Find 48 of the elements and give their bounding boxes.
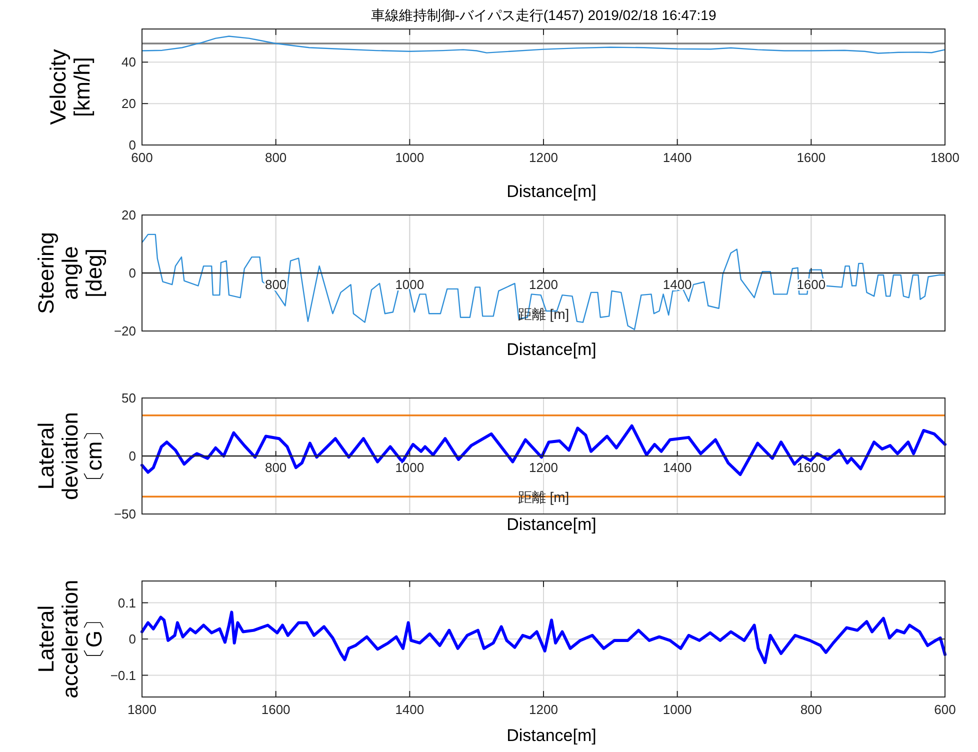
x-tick-label: 1000 (395, 150, 424, 165)
x-tick-label: 800 (264, 150, 287, 165)
x-tick-label: 1600 (796, 460, 826, 475)
y-axis-title: Steering angle [deg] (34, 232, 106, 314)
x-tick-label: 1800 (930, 150, 960, 165)
x-axis-title: Distance[m] (506, 340, 596, 359)
x-tick-label: 1200 (529, 150, 558, 165)
y-tick-label: −0.1 (110, 668, 136, 683)
x-tick-label: 800 (800, 702, 822, 717)
y-tick-label: 20 (122, 208, 136, 222)
y-tick-label: 0 (128, 266, 136, 280)
line-series (140, 610, 946, 664)
x-tick-label: 800 (264, 460, 287, 475)
line-series (141, 36, 946, 54)
y-tick-label: 20 (122, 96, 136, 112)
y-tick-label: 50 (122, 390, 136, 406)
x-tick-label: 600 (934, 702, 956, 717)
x-axis-title: Distance[m] (506, 182, 596, 201)
y-axis-title: Velocity [km/h] (46, 49, 94, 125)
x-tick-label: 600 (131, 150, 153, 165)
chart-title: 車線維持制御-バイパス走行(1457) 2019/02/18 16:47:19 (370, 7, 716, 23)
y-tick-label: 40 (122, 54, 136, 70)
x-axis-title: Distance[m] (506, 726, 596, 745)
y-axis-title: Lateral deviation 〔cm〕 (34, 412, 106, 500)
x-tick-label: 1600 (796, 150, 826, 165)
x-tick-label: 1000 (395, 460, 424, 475)
x-tick-label: 1600 (261, 702, 290, 717)
y-axis-title: Lateral acceleration 〔G〕 (34, 580, 106, 698)
y-tick-label: 0.1 (118, 595, 136, 610)
y-tick-label: 0 (128, 448, 136, 464)
x-tick-label: 1000 (662, 702, 692, 717)
x-tick-label: 1400 (662, 277, 692, 292)
y-tick-label: 0 (128, 632, 136, 646)
x-axis-title: Distance[m] (506, 515, 596, 534)
x-tick-label: 1400 (662, 460, 692, 475)
y-tick-label: 0 (128, 138, 136, 152)
line-series (141, 234, 946, 330)
x-tick-label: 1400 (395, 702, 424, 717)
y-tick-label: −50 (114, 506, 136, 522)
x-tick-label: 1800 (128, 702, 156, 717)
x-tick-label: 800 (264, 277, 287, 292)
y-tick-label: −20 (114, 324, 136, 338)
x-tick-label: 1000 (395, 277, 424, 292)
x-tick-label: 1200 (529, 702, 558, 717)
x-tick-label: 1400 (662, 150, 692, 165)
x-tick-label: 1200 (529, 460, 558, 475)
x-tick-label: 1200 (529, 277, 558, 292)
line-series (140, 424, 946, 476)
